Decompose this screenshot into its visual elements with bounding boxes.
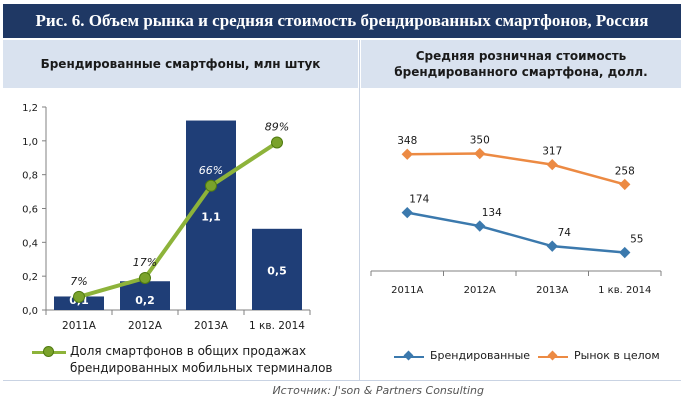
market-value-label: 317 xyxy=(542,146,562,158)
branded-line xyxy=(407,211,625,254)
share-point xyxy=(73,290,85,303)
legend-marker-branded xyxy=(403,350,414,361)
x-tick-label: 2011A xyxy=(391,285,423,296)
bar xyxy=(54,296,104,310)
branded-point xyxy=(619,246,631,259)
share-value-label: 89% xyxy=(265,121,289,134)
legend-label-branded: Брендированные xyxy=(430,349,531,362)
y-tick-label: 0,0 xyxy=(22,306,38,317)
y-tick-label: 0,2 xyxy=(22,272,38,283)
right-chart: 2011A 2012A 2013A 1 кв. 2014 174 134 74 55 348 35… xyxy=(370,135,662,296)
bottom-divider xyxy=(3,380,681,381)
market-value-label: 350 xyxy=(470,135,490,147)
market-line xyxy=(407,152,626,186)
x-tick-label: 2013A xyxy=(194,320,229,332)
x-tick-label: 1 кв. 2014 xyxy=(598,285,651,296)
y-tick-label: 0,8 xyxy=(22,171,38,182)
market-value-label: 348 xyxy=(397,135,417,147)
share-point xyxy=(205,179,217,192)
y-tick-label: 0,4 xyxy=(22,238,38,249)
share-value-label: 7% xyxy=(70,275,87,288)
branded-value-label: 74 xyxy=(558,227,572,239)
market-point xyxy=(401,148,413,160)
share-value-label: 66% xyxy=(199,164,223,177)
legend-marker-market xyxy=(547,350,558,361)
legend-marker-sample xyxy=(43,346,54,357)
left-chart: 0,00,20,40,60,81,01,20,12011A0,22012A1,1… xyxy=(22,103,311,332)
share-value-label: 17% xyxy=(133,256,157,269)
branded-value-label: 174 xyxy=(409,194,429,206)
right-legend: Брендированные Рынок в целом xyxy=(370,346,675,368)
bar xyxy=(186,120,236,311)
y-tick-label: 0,6 xyxy=(22,205,38,216)
figure-title: Рис. 6. Объем рынка и средняя стоимость … xyxy=(3,4,681,38)
y-tick-label: 1,2 xyxy=(22,103,38,114)
market-point xyxy=(474,147,486,160)
share-point xyxy=(139,272,151,285)
branded-value-label: 134 xyxy=(482,207,502,219)
share-point xyxy=(271,136,283,149)
market-point xyxy=(546,158,558,171)
panel-divider xyxy=(359,40,360,380)
legend-label-market: Рынок в целом xyxy=(574,349,660,362)
legend-label-share: Доля смартфонов в общих продажах брендир… xyxy=(70,344,333,375)
market-value-label: 258 xyxy=(615,165,635,177)
source-note: Источник: J'son & Partners Consulting xyxy=(272,384,484,397)
x-tick-label: 1 кв. 2014 xyxy=(249,320,305,332)
branded-point xyxy=(474,220,486,232)
bar-value-label: 0,5 xyxy=(267,264,287,277)
x-tick-label: 2013A xyxy=(536,285,568,296)
x-tick-label: 2012A xyxy=(464,285,496,296)
x-tick-label: 2011A xyxy=(62,320,97,332)
left-panel-header: Брендированные смартфоны, млн штук xyxy=(3,40,358,88)
branded-point xyxy=(401,206,413,219)
bar xyxy=(252,228,302,310)
bar xyxy=(120,281,170,310)
x-tick-label: 2012A xyxy=(128,320,163,332)
bar-value-label: 0,2 xyxy=(135,294,155,307)
right-panel-header: Средняя розничная стоимость брендированн… xyxy=(361,40,681,88)
branded-point xyxy=(546,240,558,252)
branded-value-label: 55 xyxy=(630,234,643,246)
left-legend: Доля смартфонов в общих продажах брендир… xyxy=(6,338,356,380)
y-tick-label: 1,0 xyxy=(22,137,38,148)
share-line xyxy=(78,140,279,299)
market-point xyxy=(619,178,631,191)
bar-value-label: 1,1 xyxy=(201,210,221,223)
